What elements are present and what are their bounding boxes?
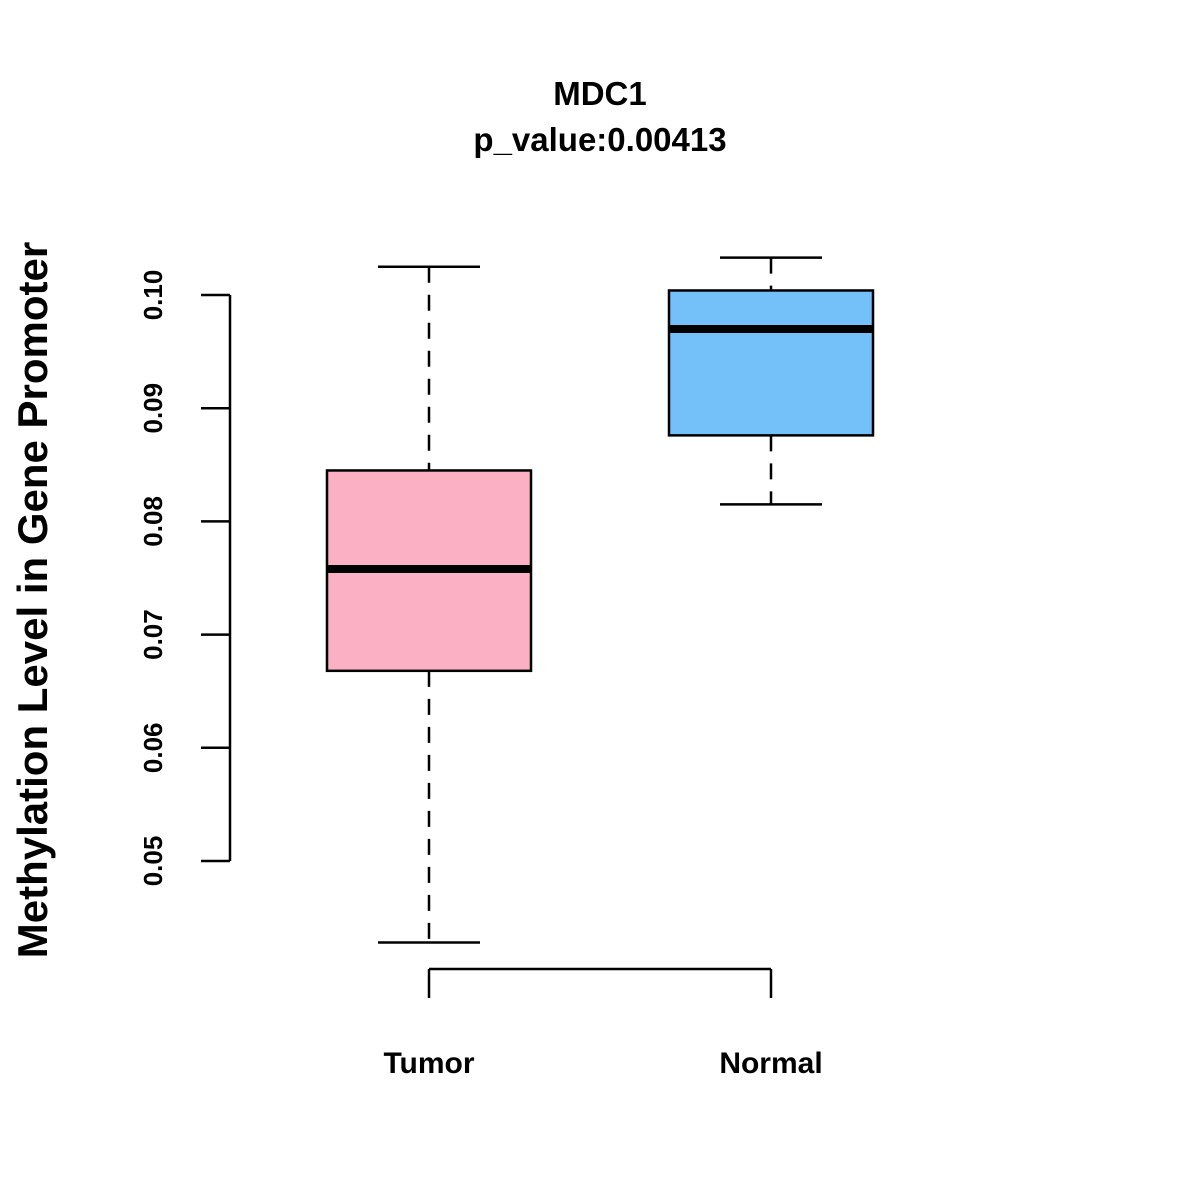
iqr-box [667,289,875,437]
y-tick-label: 0.05 [138,836,168,887]
y-tick-label: 0.10 [138,270,168,321]
y-tick-label: 0.08 [138,496,168,547]
y-tick-label: 0.07 [138,609,168,660]
y-tick-label: 0.09 [138,383,168,434]
y-tick-label: 0.06 [138,722,168,773]
box-tumor [325,265,533,944]
boxes [325,256,875,944]
y-axis: 0.05 0.06 0.07 0.08 0.09 0.10 [138,270,232,887]
chart-subtitle: p_value:0.00413 [473,121,726,158]
x-tick-label: Normal [719,1047,822,1080]
chart-title: MDC1 [553,75,647,112]
box-normal [667,256,875,506]
x-tick-label: Tumor [383,1047,474,1080]
x-axis: Tumor Normal [383,967,823,1080]
y-axis-label: Methylation Level in Gene Promoter [9,242,56,958]
